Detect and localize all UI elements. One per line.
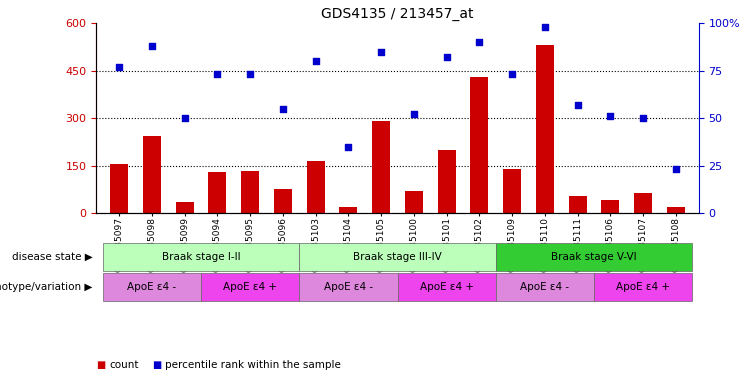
Text: ApoE ε4 -: ApoE ε4 - — [520, 282, 569, 292]
Text: ApoE ε4 -: ApoE ε4 - — [324, 282, 373, 292]
Bar — [339, 207, 357, 213]
Point — [572, 102, 584, 108]
Text: ApoE ε4 +: ApoE ε4 + — [223, 282, 277, 292]
Text: genotype/variation ▶: genotype/variation ▶ — [0, 282, 93, 292]
Text: Braak stage V-VI: Braak stage V-VI — [551, 252, 637, 262]
Bar — [634, 192, 652, 213]
Bar — [536, 45, 554, 213]
Bar — [503, 169, 521, 213]
Bar — [103, 243, 299, 271]
Bar — [496, 243, 692, 271]
Text: disease state ▶: disease state ▶ — [12, 252, 93, 262]
Point — [113, 64, 125, 70]
Bar — [201, 273, 299, 301]
Bar — [594, 273, 692, 301]
Bar — [208, 172, 227, 213]
Bar — [307, 161, 325, 213]
Text: ApoE ε4 +: ApoE ε4 + — [616, 282, 670, 292]
Bar — [372, 121, 391, 213]
Bar — [397, 273, 496, 301]
Text: ApoE ε4 -: ApoE ε4 - — [127, 282, 176, 292]
Text: ■: ■ — [96, 360, 105, 370]
Bar — [667, 207, 685, 213]
Point — [310, 58, 322, 64]
Bar — [242, 171, 259, 213]
Bar — [405, 191, 423, 213]
Point — [277, 106, 289, 112]
Text: Braak stage I-II: Braak stage I-II — [162, 252, 240, 262]
Point — [375, 48, 387, 55]
Bar — [496, 273, 594, 301]
Bar — [602, 200, 619, 213]
Bar — [110, 164, 128, 213]
Bar — [176, 202, 193, 213]
Point — [408, 111, 420, 118]
Text: count: count — [110, 360, 139, 370]
Bar — [438, 150, 456, 213]
Point — [473, 39, 485, 45]
Point — [211, 71, 223, 78]
Point — [146, 43, 158, 49]
Bar — [471, 77, 488, 213]
Bar — [299, 243, 496, 271]
Title: GDS4135 / 213457_at: GDS4135 / 213457_at — [322, 7, 473, 21]
Point — [539, 24, 551, 30]
Point — [637, 115, 649, 121]
Text: ■: ■ — [152, 360, 161, 370]
Bar — [143, 136, 161, 213]
Point — [441, 54, 453, 60]
Point — [245, 71, 256, 78]
Text: Braak stage III-IV: Braak stage III-IV — [353, 252, 442, 262]
Point — [506, 71, 518, 78]
Text: ApoE ε4 +: ApoE ε4 + — [419, 282, 473, 292]
Bar — [103, 273, 201, 301]
Point — [670, 166, 682, 172]
Point — [342, 144, 354, 150]
Bar — [274, 189, 292, 213]
Bar — [299, 273, 397, 301]
Point — [605, 113, 617, 119]
Text: percentile rank within the sample: percentile rank within the sample — [165, 360, 341, 370]
Point — [179, 115, 190, 121]
Bar — [568, 196, 587, 213]
